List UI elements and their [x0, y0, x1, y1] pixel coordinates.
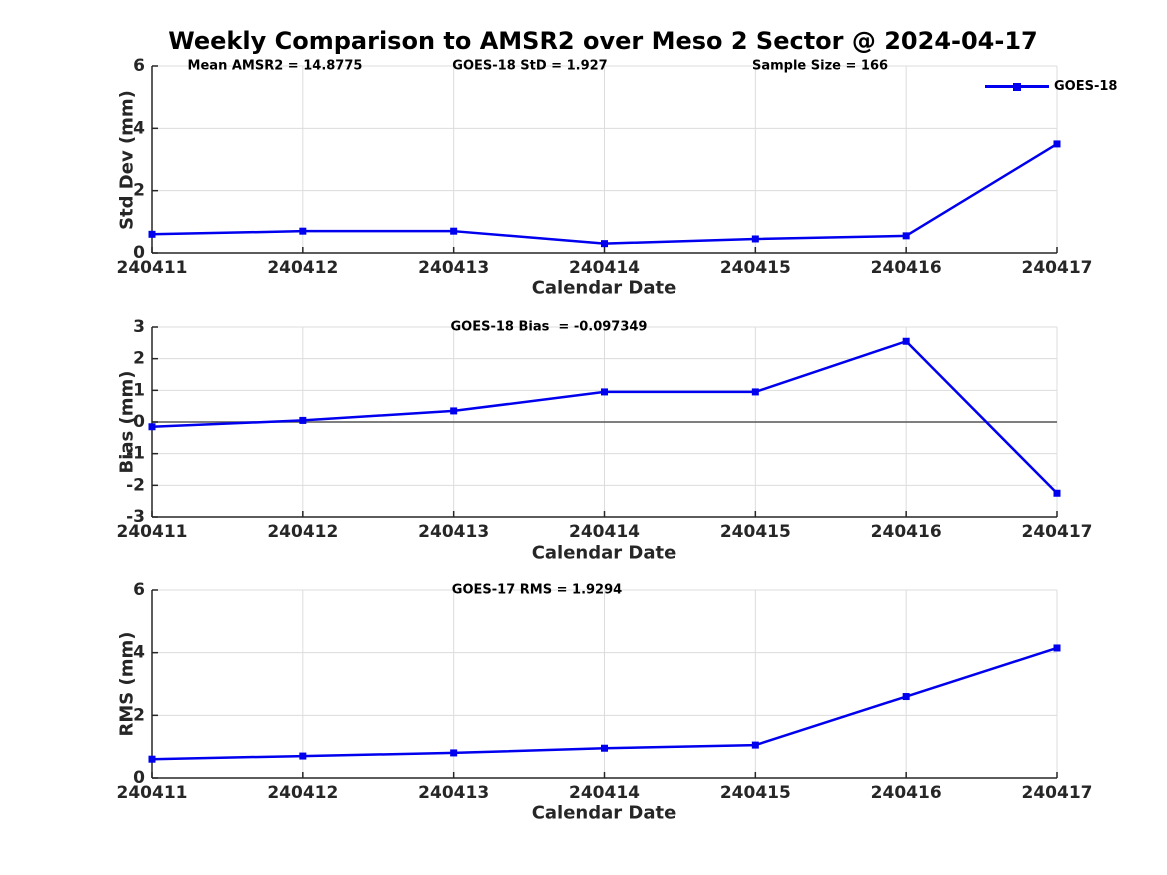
x-tick-label: 240414 [569, 522, 640, 542]
std-dev-y-axis-label: Std Dev (mm) [116, 90, 138, 230]
x-tick-label: 240411 [117, 522, 188, 542]
annotation-sample-size: Sample Size = 166 [751, 58, 889, 74]
y-tick-label: 2 [133, 705, 145, 725]
y-tick-label: 4 [133, 643, 145, 663]
annotation-mean-amsr2: Mean AMSR2 = 14.8775 [187, 58, 363, 74]
data-point-marker [450, 227, 458, 235]
data-point-marker [751, 388, 759, 396]
y-tick-label: 3 [133, 317, 145, 337]
legend: GOES-18 [985, 79, 1117, 94]
y-tick-label: 0 [133, 412, 145, 432]
x-tick-label: 240416 [871, 522, 942, 542]
figure-title: Weekly Comparison to AMSR2 over Meso 2 S… [168, 27, 1038, 55]
data-point-marker [148, 423, 156, 431]
data-point-marker [450, 407, 458, 415]
bias-y-axis-label: Bias (mm) [116, 370, 138, 474]
legend-marker-icon [1013, 82, 1021, 91]
data-point-marker [450, 749, 458, 757]
x-tick-label: 240413 [418, 522, 489, 542]
rms-x-axis-label: Calendar Date [531, 802, 677, 824]
x-tick-label: 240415 [720, 258, 791, 278]
y-tick-label: -3 [126, 507, 145, 527]
data-point-marker [751, 741, 759, 749]
annotation-goes17-rms: GOES-17 RMS = 1.9294 [451, 582, 623, 598]
legend-label: GOES-18 [1054, 79, 1118, 94]
data-point-marker [148, 755, 156, 763]
x-tick-label: 240416 [871, 258, 942, 278]
data-point-marker [299, 416, 307, 424]
data-point-marker [1053, 489, 1061, 497]
legend-line-sample [985, 82, 1049, 91]
data-point-marker [601, 388, 608, 396]
data-point-marker [148, 230, 156, 238]
data-point-marker [751, 235, 759, 243]
data-point-marker [299, 227, 307, 235]
y-tick-label: 0 [133, 243, 145, 263]
x-tick-label: 240417 [1022, 522, 1093, 542]
x-tick-label: 240412 [267, 783, 338, 803]
y-tick-label: 0 [133, 768, 145, 788]
rms-y-axis-label: RMS (mm) [116, 631, 138, 737]
y-tick-label: -2 [126, 475, 145, 495]
x-tick-label: 240412 [267, 258, 338, 278]
y-tick-label: -1 [126, 444, 145, 464]
data-point-marker [1053, 644, 1061, 652]
x-tick-label: 240416 [871, 783, 942, 803]
y-tick-label: 6 [133, 580, 145, 600]
x-tick-label: 240411 [117, 783, 188, 803]
annotation-goes18-bias: GOES-18 Bias = -0.097349 [450, 319, 648, 335]
y-tick-label: 6 [133, 56, 145, 76]
x-tick-label: 240415 [720, 783, 791, 803]
y-tick-label: 4 [133, 118, 145, 138]
x-tick-label: 240413 [418, 783, 489, 803]
data-point-marker [902, 232, 910, 240]
y-tick-label: 2 [133, 181, 145, 201]
data-point-marker [1053, 140, 1061, 148]
x-tick-label: 240413 [418, 258, 489, 278]
data-point-marker [902, 693, 910, 701]
annotation-goes18-std: GOES-18 StD = 1.927 [452, 58, 608, 74]
x-tick-label: 240414 [569, 258, 640, 278]
y-tick-label: 2 [133, 349, 145, 369]
data-point-marker [902, 337, 910, 345]
x-tick-label: 240417 [1022, 258, 1093, 278]
data-point-marker [601, 240, 608, 248]
x-tick-label: 240417 [1022, 783, 1093, 803]
data-point-marker [601, 744, 608, 752]
data-point-marker [299, 752, 307, 760]
std-dev-x-axis-label: Calendar Date [531, 277, 677, 299]
y-tick-label: 1 [133, 380, 145, 400]
x-tick-label: 240411 [117, 258, 188, 278]
x-tick-label: 240415 [720, 522, 791, 542]
x-tick-label: 240412 [267, 522, 338, 542]
bias-x-axis-label: Calendar Date [531, 542, 677, 564]
x-tick-label: 240414 [569, 783, 640, 803]
